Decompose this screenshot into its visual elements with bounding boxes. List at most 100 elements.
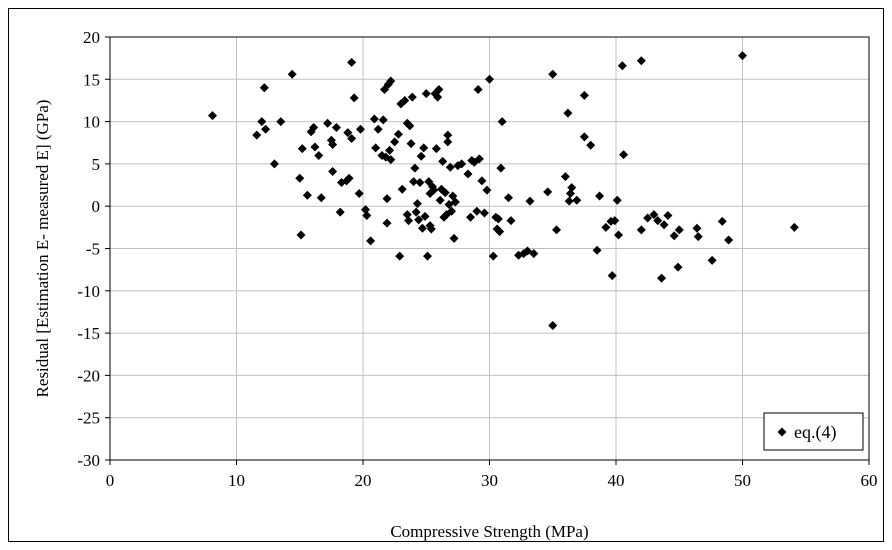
data-point bbox=[693, 232, 703, 242]
data-point bbox=[612, 195, 622, 205]
data-point bbox=[362, 211, 372, 221]
data-point bbox=[572, 195, 582, 205]
data-point bbox=[643, 213, 653, 223]
data-point bbox=[619, 150, 629, 160]
data-point bbox=[407, 92, 417, 102]
data-point bbox=[563, 108, 573, 118]
chart-frame bbox=[8, 8, 884, 542]
data-point bbox=[261, 124, 271, 134]
y-tick-label: -5 bbox=[86, 240, 100, 259]
data-point bbox=[525, 196, 535, 206]
data-points bbox=[207, 51, 799, 330]
data-point bbox=[393, 129, 403, 139]
data-point bbox=[479, 208, 489, 218]
data-point bbox=[474, 154, 484, 164]
data-point bbox=[297, 144, 307, 154]
x-tick-label: 30 bbox=[481, 471, 498, 490]
data-point bbox=[669, 231, 679, 241]
data-point bbox=[386, 76, 396, 86]
data-point bbox=[447, 206, 457, 216]
data-point bbox=[405, 121, 415, 131]
data-point bbox=[610, 216, 620, 226]
x-tick-label: 40 bbox=[608, 471, 625, 490]
data-point bbox=[414, 215, 424, 225]
data-point bbox=[586, 140, 596, 150]
data-point bbox=[316, 193, 326, 203]
data-point bbox=[789, 222, 799, 232]
data-point bbox=[488, 251, 498, 261]
y-tick-label: 0 bbox=[92, 197, 101, 216]
data-point bbox=[412, 199, 422, 209]
data-point bbox=[310, 142, 320, 152]
x-tick-label: 20 bbox=[355, 471, 372, 490]
data-point bbox=[415, 178, 425, 188]
data-point bbox=[328, 167, 338, 177]
data-point bbox=[601, 222, 611, 232]
data-point bbox=[614, 230, 624, 240]
data-point bbox=[565, 189, 575, 199]
data-point bbox=[724, 235, 734, 245]
data-point bbox=[252, 130, 262, 140]
data-point bbox=[411, 207, 421, 217]
data-point bbox=[595, 191, 605, 201]
data-point bbox=[503, 193, 513, 203]
data-point bbox=[497, 117, 507, 127]
data-point bbox=[421, 89, 431, 99]
data-point bbox=[482, 185, 492, 195]
data-point bbox=[649, 210, 659, 220]
data-point bbox=[450, 197, 460, 207]
data-point bbox=[295, 173, 305, 183]
data-point bbox=[366, 236, 376, 246]
data-point bbox=[431, 144, 441, 154]
data-point bbox=[674, 225, 684, 235]
data-point bbox=[548, 69, 558, 79]
data-point bbox=[636, 56, 646, 66]
data-point bbox=[449, 233, 459, 243]
y-tick-label: 5 bbox=[92, 155, 101, 174]
data-point bbox=[406, 139, 416, 149]
x-tick-label: 60 bbox=[861, 471, 878, 490]
data-point bbox=[397, 184, 407, 194]
data-point bbox=[738, 51, 747, 61]
y-tick-label: 10 bbox=[83, 113, 100, 132]
data-point bbox=[400, 95, 410, 105]
y-tick-label: -30 bbox=[77, 451, 100, 470]
x-tick-label: 0 bbox=[106, 471, 115, 490]
data-point bbox=[296, 230, 306, 240]
data-point bbox=[653, 216, 663, 226]
data-point bbox=[457, 159, 467, 169]
y-axis-label: Residual [Estimation E- measured E] (GPa… bbox=[33, 100, 52, 398]
legend: eq.(4) bbox=[763, 412, 864, 451]
data-point bbox=[420, 211, 430, 221]
data-point bbox=[423, 251, 433, 261]
data-point bbox=[657, 273, 667, 283]
data-point bbox=[607, 271, 617, 281]
data-point bbox=[496, 163, 506, 173]
data-point bbox=[579, 90, 589, 100]
y-tick-label: -20 bbox=[77, 366, 100, 385]
x-tick-label: 50 bbox=[734, 471, 751, 490]
y-axis-ticks: -30 -25 -20 -15 -10 -5 0 5 10 15 20 bbox=[77, 28, 110, 470]
data-point bbox=[692, 223, 702, 233]
data-point bbox=[323, 118, 333, 128]
data-point bbox=[343, 128, 353, 138]
y-tick-label: 20 bbox=[83, 28, 100, 47]
data-point bbox=[371, 143, 381, 153]
data-point bbox=[259, 83, 269, 93]
data-point bbox=[659, 220, 669, 230]
data-point bbox=[416, 151, 426, 161]
data-point bbox=[302, 190, 312, 200]
data-point bbox=[543, 187, 553, 197]
y-tick-label: 15 bbox=[83, 70, 100, 89]
data-point bbox=[636, 225, 646, 235]
data-point bbox=[445, 162, 455, 172]
data-point bbox=[347, 57, 357, 67]
data-point bbox=[717, 216, 727, 226]
data-point bbox=[506, 216, 516, 226]
data-point bbox=[328, 139, 338, 149]
data-point bbox=[438, 156, 448, 166]
data-point bbox=[443, 130, 453, 140]
data-point bbox=[707, 255, 717, 265]
x-tick-label: 10 bbox=[228, 471, 245, 490]
data-point bbox=[410, 163, 420, 173]
